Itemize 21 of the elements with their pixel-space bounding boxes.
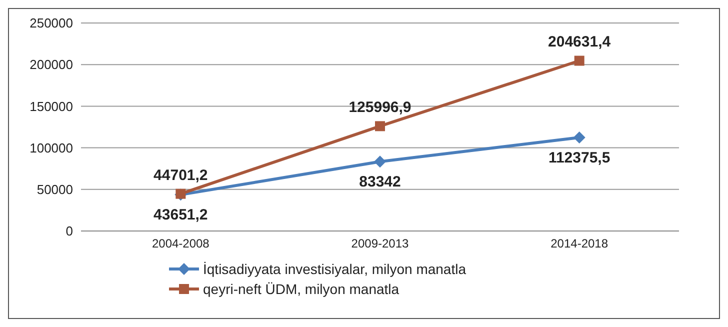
x-tick-label: 2014-2018 bbox=[550, 236, 608, 251]
y-tick-label: 0 bbox=[66, 224, 73, 239]
data-label: 44701,2 bbox=[154, 166, 208, 184]
y-tick-label: 200000 bbox=[30, 57, 73, 72]
point bbox=[574, 56, 584, 66]
data-label: 112375,5 bbox=[548, 150, 610, 167]
data-label: 204631,4 bbox=[548, 34, 612, 51]
data-label: 83342 bbox=[359, 174, 401, 191]
y-tick-label: 100000 bbox=[30, 140, 73, 156]
data-label: 125996,9 bbox=[348, 99, 412, 116]
point bbox=[374, 156, 386, 168]
point bbox=[573, 132, 586, 144]
y-tick-label: 150000 bbox=[30, 98, 73, 114]
y-tick-label: 250000 bbox=[30, 16, 73, 31]
legend-label: qeyri-neft ÜDM, milyon manatla bbox=[203, 280, 400, 299]
x-tick-label: 2004-2008 bbox=[152, 236, 210, 251]
data-label: 43651,2 bbox=[154, 206, 208, 224]
y-tick-label: 50000 bbox=[36, 182, 73, 198]
x-tick-label: 2009-2013 bbox=[351, 236, 410, 251]
legend-label: İqtisadiyyata investisiyalar, milyon manatla bbox=[203, 260, 466, 279]
point bbox=[375, 121, 385, 132]
